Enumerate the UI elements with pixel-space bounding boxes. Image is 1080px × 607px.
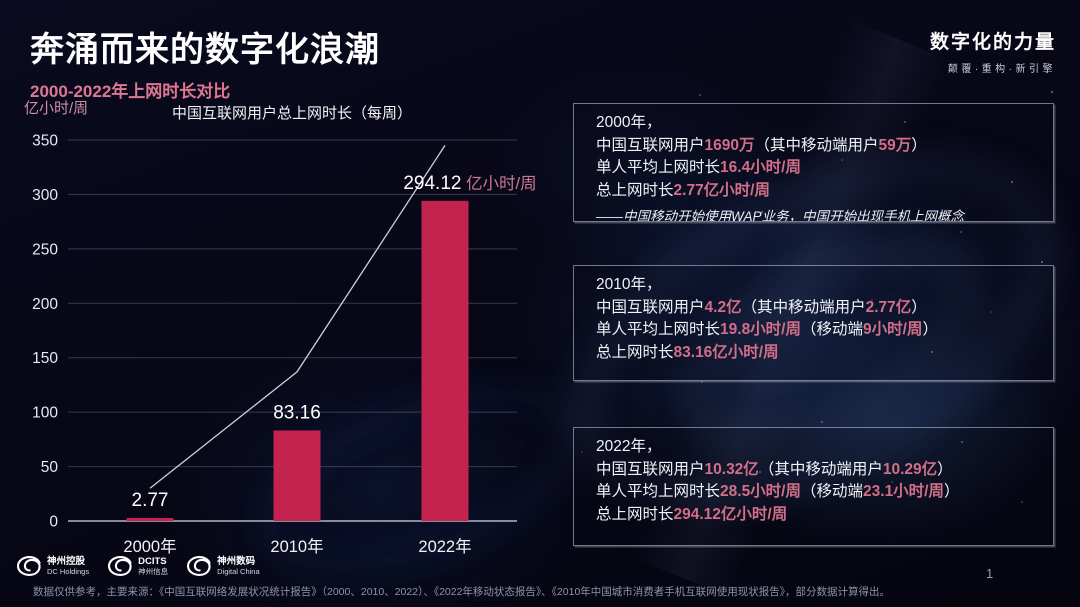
value-label-2000年: 2.77: [132, 490, 169, 511]
text-segment: 单人平均上网时长: [596, 321, 721, 338]
card-note: ——中国移动开始使用WAP业务，中国开始出现手机上网概念: [596, 209, 965, 222]
text-segment: 单人平均上网时长: [596, 159, 721, 176]
text-segment: （其中移动端用户: [754, 136, 879, 154]
x-label-2010年: 2010年: [270, 537, 323, 556]
logo-text: DCITS 神州信息: [138, 556, 168, 576]
logo-name: 神州控股: [47, 556, 86, 567]
text-segment: 中国互联网用户: [596, 298, 705, 316]
highlight-value: 59万: [878, 136, 912, 154]
card-text-line: 单人平均上网时长19.8小时/周（移动端9小时/周）: [596, 319, 1031, 342]
bar-2022年: [421, 200, 469, 521]
highlight-value: 2.77亿: [865, 298, 912, 316]
logo-name: 神州数码: [217, 556, 256, 567]
card-text-line: 中国互联网用户4.2亿（其中移动端用户2.77亿）: [596, 297, 1031, 320]
galaxy-swirl-icon: [187, 556, 211, 576]
bar-2010年: [273, 430, 321, 521]
highlight-value: 2.77亿小时/周: [673, 181, 770, 199]
chart-title: 中国互联网用户总上网时长（每周）: [171, 105, 412, 122]
page-subtitle: 2000-2022年上网时长对比: [30, 82, 231, 101]
text-segment: 中国互联网用户: [596, 460, 705, 478]
bar-2000年: [126, 517, 174, 521]
highlight-value: 10.29亿: [882, 460, 938, 478]
y-tick-150: 150: [32, 350, 58, 367]
text-segment: 中国互联网用户: [596, 136, 705, 154]
info-card-2010年: 2010年， 中国互联网用户4.2亿（其中移动端用户2.77亿） 单人平均上网时长1…: [573, 265, 1054, 381]
highlight-value: 28.5小时/周: [720, 483, 801, 500]
y-tick-200: 200: [32, 296, 58, 313]
highlight-value: 10.32亿: [704, 460, 759, 478]
card-text-line: 单人平均上网时长16.4小时/周: [596, 157, 1031, 180]
card-year-line: 2000年，: [596, 114, 662, 131]
highlight-value: 4.2亿: [704, 298, 742, 316]
card-text-line: 中国互联网用户1690万（其中移动端用户59万）: [596, 135, 1031, 158]
text-segment: （其中移动端用户: [741, 298, 866, 316]
text-segment: 总上网时长: [596, 181, 674, 199]
galaxy-swirl-icon: [108, 556, 132, 576]
footer-logos: 神州控股 DC Holdings DCITS 神州信息 神州数码 Digital Chin…: [16, 555, 260, 577]
y-tick-50: 50: [41, 459, 59, 476]
footer-logo-digital-china: 神州数码 Digital China: [186, 555, 260, 577]
page-title: 奔涌而来的数字化浪潮: [30, 31, 380, 69]
text-segment: （移动端: [801, 483, 864, 500]
galaxy-swirl-icon: [16, 556, 41, 576]
x-label-2000年: 2000年: [123, 537, 176, 556]
text-segment: ）: [944, 483, 960, 500]
info-card-2000年: 2000年， 中国互联网用户1690万（其中移动端用户59万） 单人平均上网时长16…: [573, 103, 1054, 222]
highlight-value: 23.1小时/周: [863, 483, 944, 500]
page-number: 1: [986, 566, 994, 581]
highlight-value: 19.8小时/周: [720, 321, 801, 338]
y-tick-300: 300: [32, 187, 58, 204]
highlight-value: 16.4小时/周: [720, 159, 801, 176]
footer-logo-dc-holdings: 神州控股 DC Holdings: [16, 555, 89, 577]
card-text-line: 中国互联网用户10.32亿（其中移动端用户10.29亿）: [596, 459, 1031, 482]
logo-text: 神州控股 DC Holdings: [47, 556, 89, 576]
highlight-value: 9小时/周: [863, 321, 923, 338]
card-text-line: 总上网时长294.12亿小时/周: [596, 504, 1031, 527]
x-label-2022年: 2022年: [418, 537, 471, 556]
text-segment: ）: [922, 321, 938, 338]
trend-line: [149, 145, 446, 489]
info-card-2022年: 2022年， 中国互联网用户10.32亿（其中移动端用户10.29亿） 单人平均上网…: [573, 427, 1054, 546]
card-text-line: 总上网时长2.77亿小时/周: [596, 180, 1031, 203]
y-tick-350: 350: [32, 133, 58, 150]
logo-text: 神州数码 Digital China: [217, 556, 260, 576]
highlight-value: 1690万: [704, 136, 755, 154]
footer-logo-神州信息: DCITS 神州信息: [107, 555, 168, 577]
brand-tagline: 颠覆·重构·新引擎: [947, 64, 1056, 75]
data-source-footnote: 数据仅供参考，主要来源：《中国互联网络发展状况统计报告》（2000、2010、2…: [33, 586, 891, 598]
text-segment: ）: [911, 136, 927, 154]
y-tick-0: 0: [49, 514, 58, 531]
card-year-line: 2022年，: [596, 438, 662, 455]
card-text-line: 总上网时长83.16亿小时/周: [596, 342, 1031, 365]
value-label-2022年: 294.12 亿小时/周: [403, 173, 536, 194]
brand-block: 数字化的力量 颠覆·重构·新引擎: [930, 27, 1056, 75]
highlight-value: 294.12亿小时/周: [673, 505, 788, 523]
text-segment: 总上网时长: [596, 343, 674, 361]
logo-subtitle: Digital China: [217, 567, 260, 576]
text-segment: （其中移动端用户: [758, 460, 883, 478]
y-tick-100: 100: [32, 405, 58, 422]
text-segment: （移动端: [801, 321, 864, 338]
text-segment: ）: [911, 298, 927, 316]
brand-name: 数字化的力量: [929, 32, 1056, 53]
y-axis-unit-label: 亿小时/周: [24, 100, 89, 117]
card-year-line: 2010年，: [596, 276, 662, 293]
logo-subtitle: DC Holdings: [47, 567, 90, 576]
logo-subtitle: 神州信息: [138, 567, 169, 576]
text-segment: ）: [937, 460, 953, 478]
text-segment: 单人平均上网时长: [596, 483, 721, 500]
logo-name: DCITS: [138, 556, 167, 567]
highlight-value: 83.16亿小时/周: [673, 343, 779, 361]
y-tick-250: 250: [32, 241, 58, 258]
bar-chart: 350 300 250 200 150 100 50 0 2000年 2.77 2010年 83.16…: [32, 133, 537, 557]
card-text-line: 单人平均上网时长28.5小时/周（移动端23.1小时/周）: [596, 481, 1031, 504]
text-segment: 总上网时长: [596, 505, 674, 523]
value-label-2010年: 83.16: [273, 402, 321, 423]
